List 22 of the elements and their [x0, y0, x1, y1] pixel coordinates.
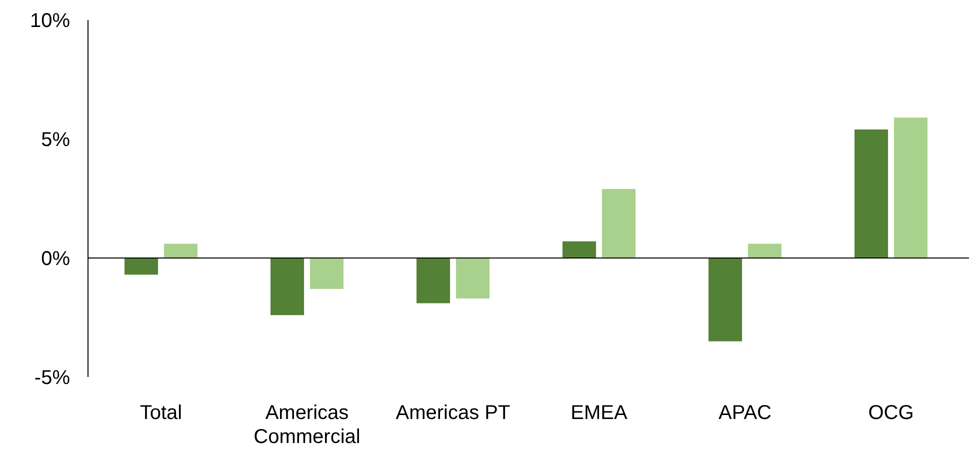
bar [270, 258, 304, 316]
bar [310, 258, 344, 289]
x-tick-label: Americas PT [396, 402, 510, 424]
bar [416, 258, 450, 304]
bar [708, 258, 742, 342]
bar [602, 188, 636, 258]
bar [748, 244, 782, 258]
bar [456, 258, 490, 298]
bar [562, 241, 596, 258]
bar [164, 244, 198, 258]
x-tick-label: OCG [868, 402, 914, 424]
x-tick-label: Total [140, 402, 182, 424]
bar [124, 258, 158, 275]
x-tick-label: Americas Commercial [254, 402, 360, 448]
y-tick-label: 0% [41, 248, 70, 270]
y-tick-label: 10% [30, 10, 70, 32]
bar [894, 118, 928, 258]
y-tick-label: -5% [34, 367, 70, 389]
y-tick-label: 5% [41, 129, 70, 151]
x-tick-label: EMEA [570, 402, 628, 424]
bar [854, 129, 888, 258]
x-tick-label: APAC [718, 402, 772, 424]
